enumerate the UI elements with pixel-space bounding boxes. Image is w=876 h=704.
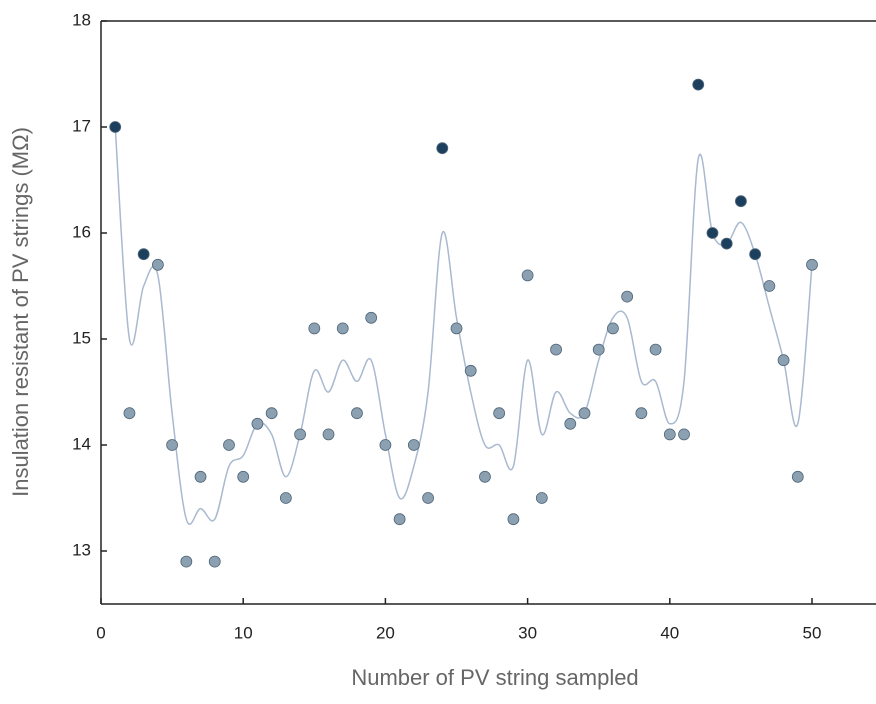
- data-point: [223, 439, 235, 451]
- data-point: [777, 354, 790, 367]
- data-point: [706, 227, 719, 239]
- data-point: [407, 439, 420, 451]
- y-tick-label: 17: [72, 116, 91, 135]
- data-point: [137, 248, 150, 261]
- y-tick-label: 15: [72, 328, 91, 347]
- data-point: [749, 248, 762, 261]
- data-point: [464, 364, 477, 377]
- data-point: [194, 470, 207, 483]
- y-tick-label: 16: [72, 222, 91, 241]
- data-point: [535, 492, 548, 504]
- x-tick-label: 20: [376, 623, 395, 642]
- x-axis-title: Number of PV string sampled: [351, 665, 638, 690]
- data-point: [365, 311, 378, 324]
- data-point: [720, 237, 733, 250]
- data-point: [564, 417, 577, 430]
- y-tick-label: 14: [72, 434, 91, 453]
- data-point: [322, 428, 335, 441]
- data-point: [208, 555, 221, 568]
- data-point: [450, 322, 463, 335]
- data-point: [265, 407, 278, 420]
- data-point: [166, 439, 179, 451]
- data-point: [735, 195, 747, 208]
- x-tick-label: 50: [803, 623, 822, 642]
- y-axis-title: Insulation resistant of PV strings (MΩ): [8, 127, 33, 497]
- data-point: [294, 428, 306, 441]
- y-tick-label: 13: [72, 540, 91, 559]
- data-point: [123, 407, 136, 420]
- data-point: [521, 269, 534, 282]
- y-tick-label: 18: [72, 10, 91, 29]
- data-point: [109, 121, 122, 133]
- data-point: [578, 407, 591, 420]
- data-point: [621, 290, 634, 303]
- data-point: [550, 343, 562, 356]
- data-point: [763, 280, 776, 292]
- data-point: [592, 343, 605, 356]
- data-point: [308, 322, 321, 335]
- data-point: [507, 513, 520, 526]
- data-point: [663, 428, 676, 441]
- x-tick-label: 30: [518, 623, 537, 642]
- data-point: [806, 258, 818, 271]
- data-point: [635, 407, 648, 420]
- data-point: [379, 439, 392, 451]
- data-point: [649, 343, 662, 356]
- data-point: [678, 428, 690, 441]
- data-point: [351, 407, 363, 420]
- x-tick-label: 40: [660, 623, 679, 642]
- data-point: [151, 258, 164, 271]
- data-point: [607, 322, 619, 335]
- data-point: [791, 470, 804, 483]
- data-point: [180, 555, 193, 568]
- x-tick-label: 10: [234, 623, 253, 642]
- data-point: [422, 492, 434, 504]
- data-point: [393, 513, 406, 526]
- fit-line: [114, 126, 813, 526]
- data-point: [336, 322, 349, 335]
- data-point: [237, 470, 250, 483]
- data-point: [436, 142, 449, 155]
- data-point: [251, 417, 264, 430]
- data-point: [692, 78, 705, 91]
- data-point: [479, 470, 491, 483]
- data-point: [493, 407, 506, 420]
- x-tick-label: 0: [96, 623, 105, 642]
- data-point: [279, 492, 292, 504]
